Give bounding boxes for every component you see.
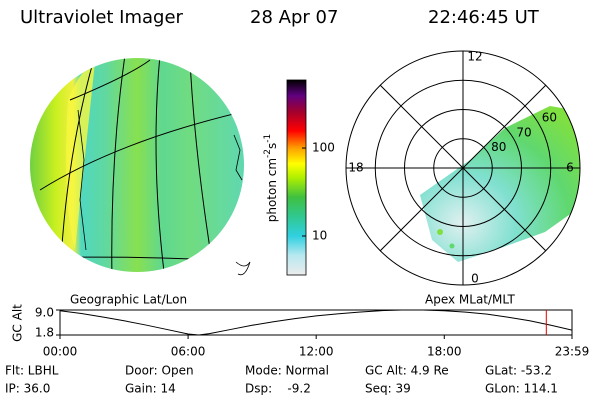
time: 22:46:45 UT <box>428 7 540 28</box>
status-field: Seq: 39 <box>365 382 411 396</box>
x-tick-label: 18:00 <box>427 345 462 359</box>
exponent: -1 <box>263 134 273 143</box>
right-image-label: Apex MLat/MLT <box>425 293 515 307</box>
polar-mlt-label: 12 <box>467 50 482 64</box>
status-field: Mode: Normal <box>245 364 329 378</box>
y-tick-label: 9.0 <box>35 306 54 320</box>
timeline-frame <box>59 309 573 336</box>
status-field: Door: Open <box>125 364 194 378</box>
geographic-image <box>30 58 244 272</box>
date: 28 Apr 07 <box>250 7 338 28</box>
left-image-label: Geographic Lat/Lon <box>70 293 187 307</box>
status-field: Dsp: -9.2 <box>245 382 311 396</box>
polar-ring <box>433 138 493 198</box>
polar-mlt-label: 0 <box>471 272 479 286</box>
status-field: Gain: 14 <box>125 382 176 396</box>
polar-spoke <box>379 84 547 252</box>
status-field: GC Alt: 4.9 Re <box>365 364 449 378</box>
polar-mlt-label: 18 <box>348 161 363 175</box>
status-field: GLon: 114.1 <box>485 382 558 396</box>
unit: photon cm <box>265 158 279 222</box>
x-tick-label: 00:00 <box>43 345 78 359</box>
polar-ring-label: 80 <box>491 140 506 154</box>
status-field: IP: 36.0 <box>5 382 50 396</box>
y-tick-label: 1.8 <box>35 326 54 340</box>
polar-ring-label: 70 <box>516 125 531 139</box>
unit: s <box>265 143 279 149</box>
polar-image <box>420 106 580 262</box>
timeline-ylabel: GC Alt <box>11 304 25 342</box>
x-tick-label: 12:00 <box>299 345 334 359</box>
title: Ultraviolet Imager <box>20 7 184 28</box>
polar-ring <box>374 79 552 257</box>
altitude-line <box>59 309 573 336</box>
colorbar <box>286 79 307 276</box>
status-field: GLat: -53.2 <box>485 364 552 378</box>
polar-mlt-label: 6 <box>566 161 574 175</box>
colorbar-tick-label: 10 <box>312 228 327 242</box>
x-tick-label: 06:00 <box>171 345 206 359</box>
polar-ring <box>404 109 522 227</box>
polar-ring-label: 60 <box>542 111 557 125</box>
colorbar-label: photon cm-2s-1 <box>263 134 279 223</box>
status-field: Flt: LBHL <box>5 364 59 378</box>
colorbar-tick-label: 100 <box>312 141 335 155</box>
exponent: -2 <box>263 149 273 158</box>
x-tick-label: 23:59 <box>555 345 590 359</box>
